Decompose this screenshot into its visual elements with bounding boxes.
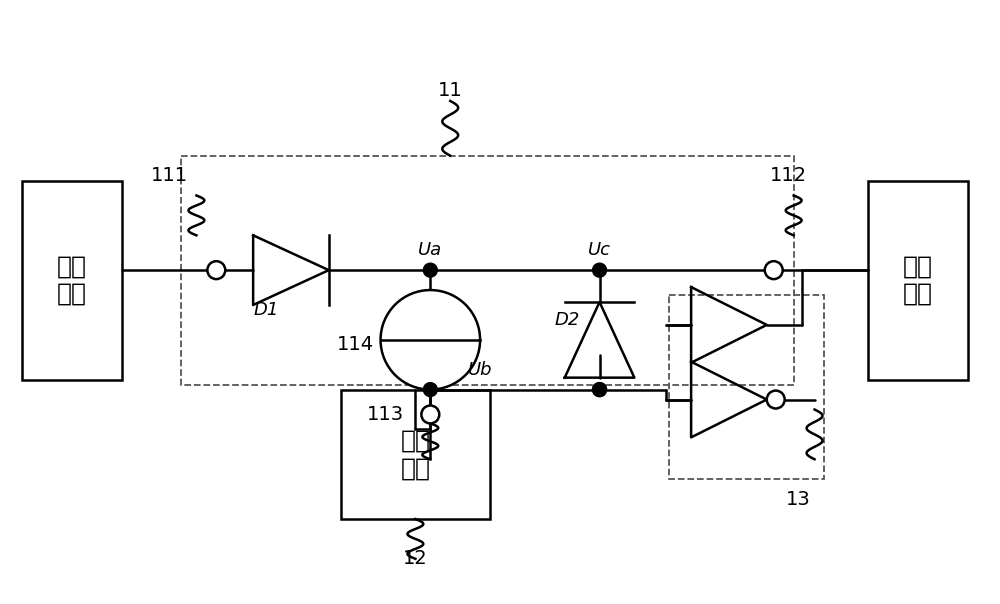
Bar	[22, 181, 122, 380]
Bar	[868, 181, 968, 380]
Circle shape	[421, 405, 439, 423]
Circle shape	[765, 261, 783, 279]
Bar	[181, 156, 794, 385]
Text: 外部
电源: 外部 电源	[57, 254, 87, 306]
Text: 电容
模组: 电容 模组	[400, 428, 430, 480]
Text: 数控
设备: 数控 设备	[903, 254, 933, 306]
Text: 112: 112	[770, 166, 807, 185]
Circle shape	[593, 382, 607, 397]
Text: 113: 113	[367, 405, 404, 424]
Text: 111: 111	[151, 166, 188, 185]
Circle shape	[767, 391, 785, 408]
Text: Ua: Ua	[418, 241, 442, 259]
Text: Ub: Ub	[468, 361, 492, 379]
Text: 13: 13	[786, 490, 811, 509]
Bar	[669, 295, 824, 479]
Circle shape	[207, 261, 225, 279]
Text: 114: 114	[337, 335, 374, 355]
Text: D1: D1	[253, 301, 279, 319]
Circle shape	[423, 382, 437, 397]
Bar	[341, 390, 490, 519]
Circle shape	[381, 290, 480, 390]
Text: 12: 12	[403, 549, 428, 568]
Circle shape	[593, 382, 607, 397]
Text: 11: 11	[438, 82, 463, 100]
Circle shape	[423, 263, 437, 277]
Text: D2: D2	[555, 311, 580, 329]
Circle shape	[593, 263, 607, 277]
Text: Uc: Uc	[588, 241, 611, 259]
